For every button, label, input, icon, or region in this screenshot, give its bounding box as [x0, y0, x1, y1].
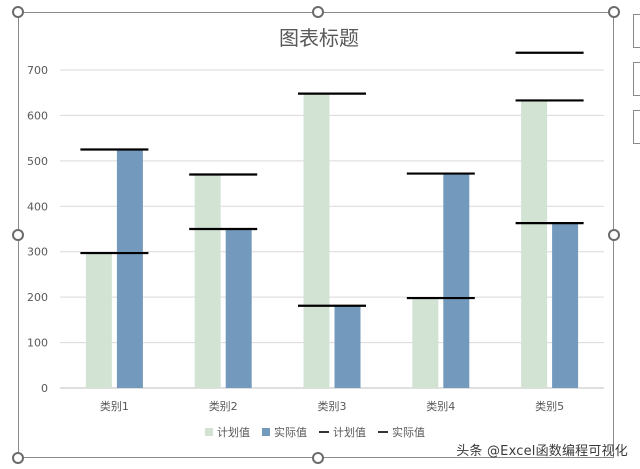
chart-title: 图表标题: [279, 26, 359, 50]
bar-actual: [116, 149, 143, 388]
resize-handle-bottom-left[interactable]: [12, 452, 24, 464]
x-tick-label: 类别4: [426, 399, 455, 413]
resize-handle-top-center[interactable]: [312, 6, 324, 18]
x-tick-label: 类别3: [318, 399, 347, 413]
legend-label: 计划值: [333, 426, 366, 439]
bar-actual: [225, 229, 252, 388]
y-tick-label: 600: [27, 109, 48, 122]
resize-handle-bottom-center[interactable]: [312, 452, 324, 464]
resize-handle-middle-left[interactable]: [12, 229, 24, 241]
resize-handle-top-left[interactable]: [12, 6, 24, 18]
x-tick-label: 类别1: [100, 399, 129, 413]
bar-actual: [334, 305, 361, 388]
bar-plan: [303, 93, 330, 388]
y-tick-label: 700: [27, 64, 48, 77]
y-tick-label: 100: [27, 337, 48, 350]
legend-label: 实际值: [392, 425, 425, 439]
legend-swatch: [205, 428, 213, 436]
legend-swatch: [262, 428, 270, 436]
x-tick-label: 类别2: [209, 399, 238, 413]
chart-elements-button[interactable]: [633, 14, 640, 48]
legend-label: 计划值: [217, 426, 250, 439]
x-tick-label: 类别5: [535, 399, 564, 413]
watermark-text: 头条 @Excel函数编程可视化: [456, 444, 628, 459]
bar-plan: [85, 253, 112, 388]
y-tick-label: 0: [41, 382, 48, 395]
legend-label: 实际值: [274, 425, 307, 439]
bar-plan: [194, 174, 221, 388]
bar-actual: [552, 223, 579, 388]
y-tick-label: 300: [27, 246, 48, 259]
y-tick-label: 200: [27, 291, 48, 304]
y-tick-label: 400: [27, 200, 48, 213]
resize-handle-middle-right[interactable]: [608, 229, 620, 241]
bar-plan: [412, 298, 439, 388]
chart-filters-button[interactable]: [633, 110, 640, 144]
y-tick-label: 500: [27, 155, 48, 168]
resize-handle-top-right[interactable]: [608, 6, 620, 18]
bar-plan: [521, 100, 548, 389]
chart-styles-button[interactable]: [633, 62, 640, 96]
bar-actual: [443, 173, 470, 388]
